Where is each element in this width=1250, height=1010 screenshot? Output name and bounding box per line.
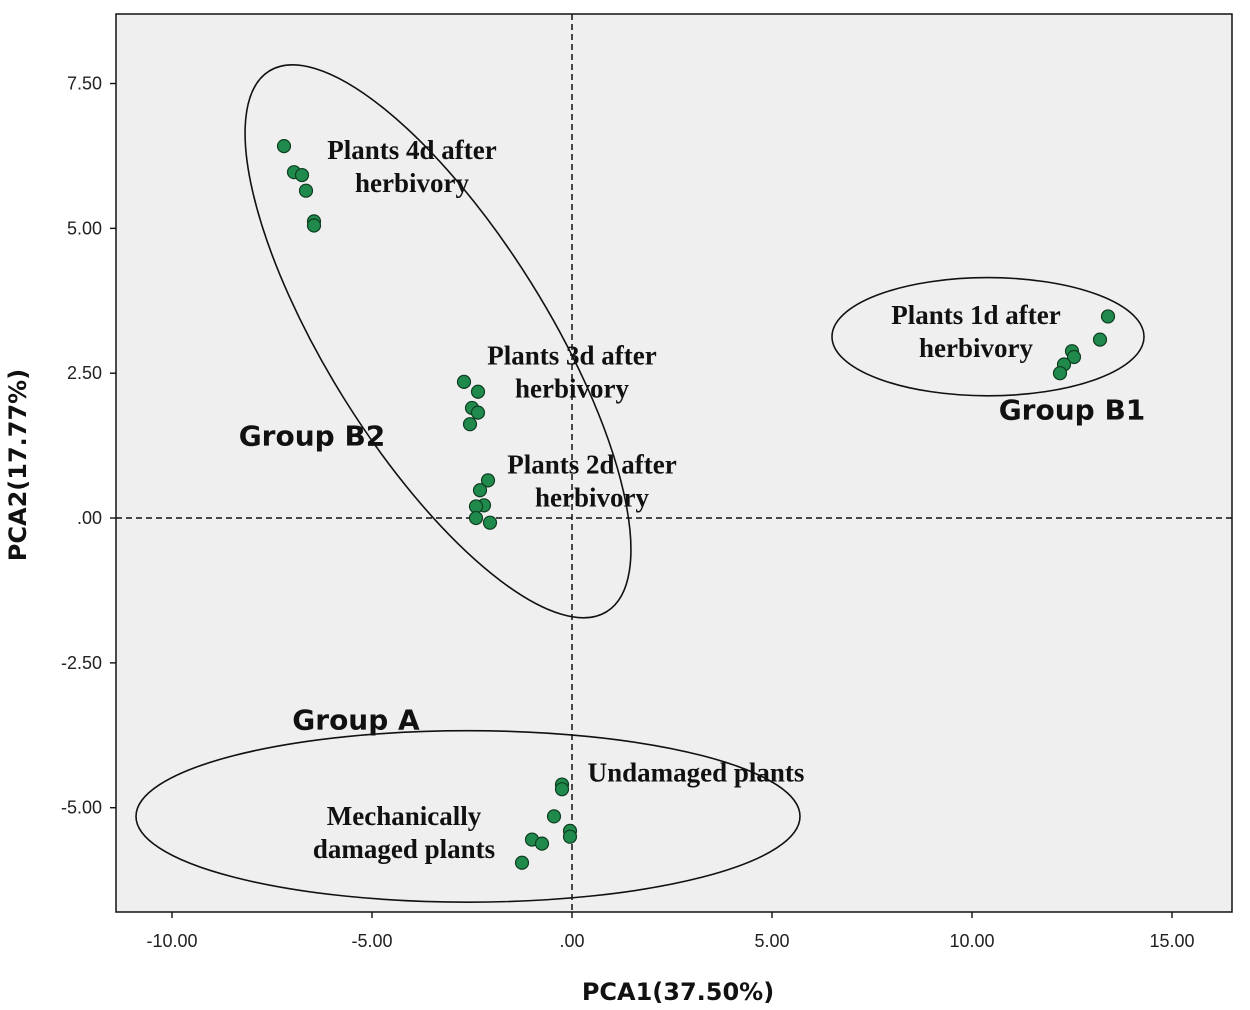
cluster-annotation-3: Plants 2d after herbivory <box>507 449 676 512</box>
data-point-12 <box>480 473 496 488</box>
data-point-13 <box>472 483 488 498</box>
data-point-11 <box>462 417 478 432</box>
group-label-2: Group B1 <box>999 394 1146 427</box>
data-point-30 <box>534 836 550 851</box>
cluster-annotation-line: Plants 1d after <box>891 300 1060 330</box>
data-point-25 <box>554 782 570 797</box>
cluster-ellipse-1 <box>244 64 632 619</box>
x-tick-label: 10.00 <box>949 931 994 951</box>
data-point-19 <box>1092 332 1108 347</box>
axes: -10.00 -5.00 .00 5.00 10.00 15.00 7.50 5.00 2.50… <box>61 74 1195 951</box>
y-tick-label: 7.50 <box>67 74 102 94</box>
y-tick-label: 5.00 <box>67 218 102 238</box>
data-point-26 <box>546 809 562 824</box>
y-tick-label: -2.50 <box>61 653 102 673</box>
y-axis-title: PCA2(17.77%) <box>4 369 32 561</box>
cluster-annotation-4: Plants 1d after herbivory <box>891 300 1060 363</box>
cluster-annotation-line: Plants 4d after <box>327 135 496 165</box>
data-point-1 <box>276 138 292 154</box>
cluster-annotation-2: Plants 3d after herbivory <box>487 341 656 404</box>
cluster-ellipses <box>135 64 1145 903</box>
data-points <box>276 138 1116 870</box>
data-point-7 <box>456 374 472 389</box>
data-point-16 <box>468 510 484 526</box>
data-point-10 <box>470 405 486 420</box>
cluster-annotation-line: herbivory <box>535 482 649 512</box>
cluster-annotation-1: Plants 4d after herbivory <box>327 135 496 198</box>
data-point-3 <box>294 167 310 183</box>
cluster-ellipse-2 <box>831 276 1145 397</box>
x-axis-title: PCA1(37.50%) <box>582 978 774 1006</box>
group-labels: Group B2 Group B1 Group A <box>239 394 1146 737</box>
cluster-ellipse-3 <box>135 729 801 903</box>
cluster-annotation-6: Mechanically damaged plants <box>313 801 495 864</box>
data-point-21 <box>1066 349 1082 365</box>
x-tick-label: .00 <box>559 931 584 951</box>
data-point-28 <box>562 829 578 844</box>
data-point-17 <box>482 515 498 530</box>
cluster-annotation-line: damaged plants <box>313 834 495 864</box>
plot-background <box>115 13 1233 913</box>
plot-area <box>115 13 1233 913</box>
x-tick-label: -5.00 <box>351 931 392 951</box>
data-point-23 <box>1052 366 1068 381</box>
cluster-annotation-line: Undamaged plants <box>588 758 805 788</box>
cluster-annotation-line: herbivory <box>919 333 1033 363</box>
data-point-6 <box>306 218 322 233</box>
data-point-31 <box>514 855 530 870</box>
cluster-annotation-line: herbivory <box>355 168 469 198</box>
y-tick-label: 2.50 <box>67 363 102 383</box>
cluster-annotation-line: herbivory <box>515 374 629 404</box>
cluster-annotation-line: Mechanically <box>327 801 482 831</box>
data-point-8 <box>470 384 486 399</box>
x-tick-label: -10.00 <box>146 931 197 951</box>
data-point-18 <box>1100 309 1116 324</box>
cluster-annotation-line: Plants 2d after <box>507 449 676 479</box>
group-label-3: Group A <box>292 704 420 737</box>
x-tick-label: 15.00 <box>1149 931 1194 951</box>
reference-lines <box>116 14 1232 912</box>
y-tick-label: .00 <box>77 508 102 528</box>
x-tick-label: 5.00 <box>754 931 789 951</box>
group-label-1: Group B2 <box>239 420 386 453</box>
cluster-annotation-5: Undamaged plants <box>588 758 805 788</box>
cluster-annotation-line: Plants 3d after <box>487 341 656 371</box>
data-point-4 <box>298 183 314 198</box>
y-tick-label: -5.00 <box>61 798 102 818</box>
